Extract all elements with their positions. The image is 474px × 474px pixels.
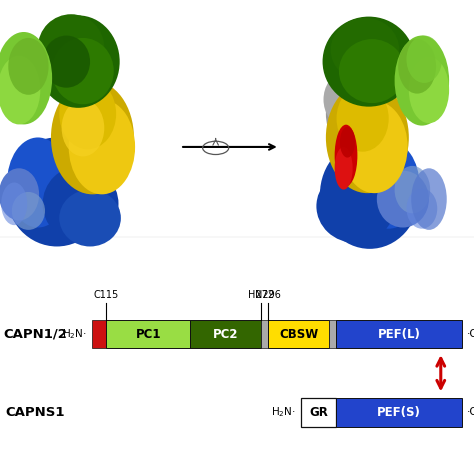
Ellipse shape xyxy=(326,81,371,147)
Ellipse shape xyxy=(59,78,116,149)
Ellipse shape xyxy=(407,36,442,83)
FancyBboxPatch shape xyxy=(107,320,191,348)
Ellipse shape xyxy=(12,192,45,230)
Ellipse shape xyxy=(52,38,114,104)
Ellipse shape xyxy=(1,182,27,225)
Ellipse shape xyxy=(335,147,353,190)
Ellipse shape xyxy=(0,168,39,220)
Ellipse shape xyxy=(377,171,429,228)
Ellipse shape xyxy=(37,15,119,108)
FancyBboxPatch shape xyxy=(337,320,462,348)
FancyBboxPatch shape xyxy=(92,320,107,348)
Ellipse shape xyxy=(6,137,108,246)
FancyBboxPatch shape xyxy=(191,320,261,348)
FancyBboxPatch shape xyxy=(261,320,268,348)
Text: H$_2$N·: H$_2$N· xyxy=(271,405,295,419)
Ellipse shape xyxy=(8,38,48,95)
Text: CAPN1/2: CAPN1/2 xyxy=(4,328,67,341)
Text: H272: H272 xyxy=(247,290,273,300)
Ellipse shape xyxy=(62,100,104,156)
Ellipse shape xyxy=(51,81,134,194)
Ellipse shape xyxy=(59,190,121,246)
Ellipse shape xyxy=(394,36,449,126)
Text: PC2: PC2 xyxy=(213,328,238,341)
FancyBboxPatch shape xyxy=(301,398,337,427)
Text: GR: GR xyxy=(309,406,328,419)
Text: PEF(L): PEF(L) xyxy=(378,328,421,341)
Text: PEF(S): PEF(S) xyxy=(377,406,421,419)
Ellipse shape xyxy=(358,141,419,229)
FancyBboxPatch shape xyxy=(329,320,337,348)
Ellipse shape xyxy=(43,166,118,242)
Ellipse shape xyxy=(411,168,447,230)
Ellipse shape xyxy=(331,18,399,82)
Ellipse shape xyxy=(38,14,104,81)
Text: ·C: ·C xyxy=(467,329,474,339)
Ellipse shape xyxy=(7,137,69,228)
Text: C115: C115 xyxy=(94,290,119,300)
Ellipse shape xyxy=(398,39,436,94)
Ellipse shape xyxy=(341,101,408,193)
Ellipse shape xyxy=(409,57,449,123)
Ellipse shape xyxy=(340,127,355,158)
Text: CAPNS1: CAPNS1 xyxy=(6,406,65,419)
Ellipse shape xyxy=(323,74,359,124)
Ellipse shape xyxy=(337,85,389,152)
Text: ·C: ·C xyxy=(467,407,474,418)
Ellipse shape xyxy=(43,36,90,88)
Text: PC1: PC1 xyxy=(136,328,161,341)
Ellipse shape xyxy=(0,32,52,125)
Ellipse shape xyxy=(339,39,405,103)
FancyBboxPatch shape xyxy=(268,320,329,348)
Ellipse shape xyxy=(394,166,430,213)
Text: N296: N296 xyxy=(255,290,281,300)
Ellipse shape xyxy=(0,56,40,125)
Ellipse shape xyxy=(320,140,419,249)
Ellipse shape xyxy=(407,189,437,229)
Ellipse shape xyxy=(335,125,357,186)
Ellipse shape xyxy=(316,170,394,243)
Ellipse shape xyxy=(69,100,135,194)
Ellipse shape xyxy=(326,82,409,193)
FancyBboxPatch shape xyxy=(337,398,462,427)
Ellipse shape xyxy=(322,17,415,107)
Text: H$_2$N·: H$_2$N· xyxy=(62,327,87,341)
Text: CBSW: CBSW xyxy=(279,328,318,341)
Ellipse shape xyxy=(337,102,368,145)
